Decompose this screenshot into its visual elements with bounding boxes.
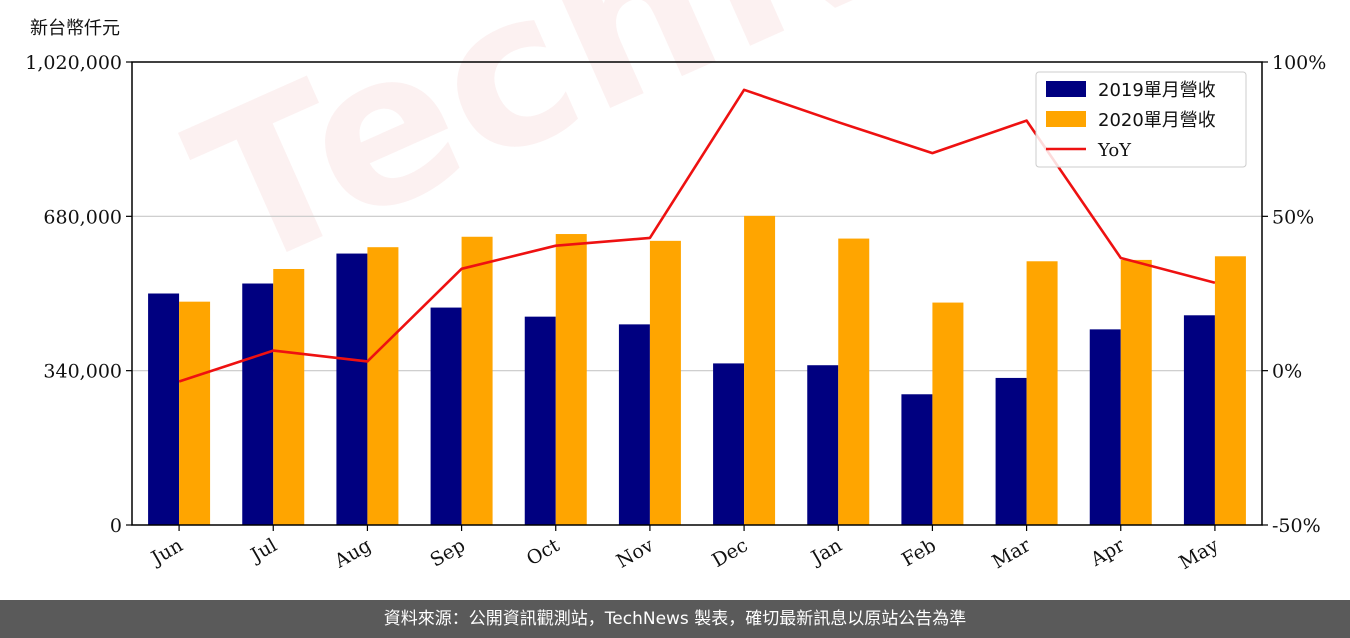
x-tick-label: May: [1175, 534, 1222, 574]
right-tick-label: 0%: [1272, 361, 1302, 383]
source-footer: 資料來源：公開資訊觀測站，TechNews 製表，確切最新訊息以原站公告為準: [0, 600, 1350, 638]
bar-2019: [148, 293, 180, 525]
bar-2019: [336, 253, 368, 525]
legend-2020-label: 2020單月營收: [1098, 110, 1216, 131]
bar-2020: [838, 238, 870, 525]
bar-2020: [1214, 256, 1246, 525]
x-tick-label: Dec: [708, 534, 751, 572]
legend-2019-swatch: [1046, 81, 1086, 97]
bar-2019: [242, 283, 274, 525]
revenue-chart: 0 340,000 680,000 1,020,000 -50% 0% 50% 100% Jun…: [25, 52, 1326, 574]
x-tick-label: Jun: [146, 534, 187, 570]
bar-2019: [1089, 329, 1121, 525]
bar-2020: [932, 302, 964, 525]
plot-frame: [131, 61, 1263, 526]
right-tick-label: -50%: [1272, 515, 1321, 537]
x-tick-label: Aug: [330, 534, 375, 573]
x-tick-label: Oct: [523, 534, 564, 570]
bar-2019: [618, 324, 650, 525]
bar-2020: [179, 301, 211, 525]
bar-2019: [430, 307, 462, 525]
bar-2020: [555, 234, 587, 526]
bar-2020: [367, 247, 399, 525]
x-tick-label: Feb: [898, 534, 940, 571]
x-tick-label: Apr: [1086, 534, 1129, 571]
bar-2020: [461, 236, 493, 525]
x-tick-label: Jul: [246, 534, 281, 567]
bar-2019: [995, 377, 1027, 525]
left-tick-label: 340,000: [43, 361, 122, 383]
bar-2019: [807, 365, 839, 525]
bar-2020: [1120, 259, 1152, 525]
bar-2020: [1026, 261, 1058, 525]
left-tick-label: 0: [110, 515, 122, 537]
bar-2020: [273, 268, 305, 525]
legend-box: [1035, 71, 1247, 168]
left-tick-label: 680,000: [43, 206, 122, 228]
legend-2019-label: 2019單月營收: [1098, 80, 1216, 101]
bar-2020: [744, 215, 776, 526]
left-tick-label: 1,020,000: [25, 52, 122, 74]
y-axis-unit-label: 新台幣仟元: [30, 18, 120, 39]
right-tick-label: 100%: [1272, 52, 1326, 74]
x-tick-label: Jan: [806, 534, 846, 570]
bar-2019: [713, 363, 745, 525]
bar-2020: [649, 240, 681, 525]
right-tick-label: 50%: [1272, 206, 1314, 228]
bar-2019: [1183, 315, 1215, 525]
x-tick-label: Mar: [989, 534, 1035, 573]
x-tick-label: Nov: [613, 534, 658, 573]
bar-2019: [901, 394, 933, 525]
legend-2020-swatch: [1046, 111, 1086, 127]
legend-yoy-label: YoY: [1097, 140, 1132, 161]
bar-2019: [524, 316, 556, 525]
x-tick-label: Sep: [427, 534, 470, 571]
